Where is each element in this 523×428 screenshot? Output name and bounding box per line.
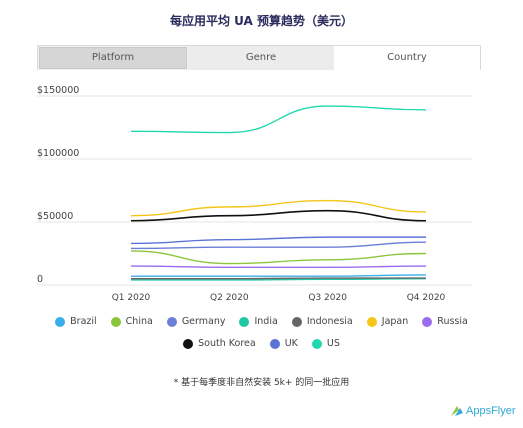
- legend-item-south-korea[interactable]: South Korea: [183, 338, 256, 349]
- series-line-japan: [130, 199, 427, 217]
- legend-label: South Korea: [198, 338, 256, 349]
- y-tick-label: $50000: [37, 211, 73, 222]
- legend-item-us[interactable]: US: [311, 338, 340, 349]
- legend-item-china[interactable]: China: [110, 316, 153, 327]
- legend-swatch: [239, 316, 250, 327]
- x-axis-labels: Q1 2020 Q2 2020 Q3 2020 Q4 2020: [112, 293, 446, 303]
- legend-swatch: [183, 338, 194, 349]
- x-tick-label: Q2 2020: [210, 293, 249, 303]
- legend-swatch: [269, 338, 280, 349]
- series-line-indonesia: [130, 277, 426, 280]
- legend-swatch: [311, 338, 322, 349]
- legend: Brazil China Germany India Indonesia Japan Rus…: [0, 316, 523, 360]
- legend-label: UK: [284, 338, 298, 349]
- legend-row-2: South Korea UK US: [0, 338, 523, 349]
- legend-item-germany[interactable]: Germany: [166, 316, 226, 327]
- legend-item-indonesia[interactable]: Indonesia: [291, 316, 353, 327]
- series-line-india: [131, 278, 427, 281]
- series-line-germany: [130, 241, 427, 250]
- legend-label: Germany: [181, 316, 226, 327]
- legend-item-japan[interactable]: Japan: [366, 316, 409, 327]
- tab-bar: Platform Genre Country: [37, 45, 481, 70]
- legend-label: Indonesia: [306, 316, 353, 327]
- legend-label: Japan: [381, 316, 409, 327]
- legend-label: Russia: [437, 316, 468, 327]
- footnote: * 基于每季度非自然安装 5k+ 的同一批应用: [173, 378, 350, 388]
- series-lines: [130, 105, 427, 281]
- legend-item-india[interactable]: India: [239, 316, 278, 327]
- y-tick-label: $100000: [37, 148, 79, 159]
- legend-swatch: [291, 316, 302, 327]
- legend-item-uk[interactable]: UK: [269, 338, 298, 349]
- y-axis-labels: 0 $50000 $100000 $150000: [37, 85, 79, 285]
- legend-label: India: [254, 316, 278, 327]
- tab-country[interactable]: Country: [334, 46, 480, 70]
- brand-name: AppsFlyer: [466, 405, 516, 417]
- series-line-brazil: [131, 274, 427, 277]
- legend-swatch: [55, 316, 66, 327]
- appsflyer-logo: AppsFlyer: [450, 404, 516, 418]
- gridlines: [37, 95, 472, 286]
- appsflyer-logo-icon: [451, 406, 463, 416]
- legend-swatch: [366, 316, 377, 327]
- legend-swatch: [422, 316, 433, 327]
- tab-genre[interactable]: Genre: [188, 46, 334, 70]
- series-line-uk: [130, 236, 426, 245]
- legend-item-russia[interactable]: Russia: [422, 316, 468, 327]
- legend-swatch: [166, 316, 177, 327]
- tab-platform[interactable]: Platform: [39, 47, 187, 69]
- legend-item-brazil[interactable]: Brazil: [55, 316, 97, 327]
- x-tick-label: Q1 2020: [112, 293, 151, 303]
- y-tick-label: $150000: [37, 85, 79, 96]
- legend-label: China: [125, 316, 153, 327]
- series-line-us: [130, 105, 427, 134]
- legend-swatch: [110, 316, 121, 327]
- chart-title: 每应用平均 UA 预算趋势（美元）: [169, 14, 354, 28]
- line-chart: 0 $50000 $100000 $150000 Q1 2020 Q2 2020 Q3 2…: [37, 85, 472, 303]
- legend-label: Brazil: [70, 316, 97, 327]
- x-tick-label: Q3 2020: [308, 293, 347, 303]
- y-tick-label: 0: [37, 274, 43, 285]
- series-line-russia: [130, 265, 427, 269]
- series-line-south-korea: [130, 209, 427, 222]
- series-line-china: [130, 250, 427, 265]
- legend-label: US: [326, 338, 340, 349]
- x-tick-label: Q4 2020: [407, 293, 446, 303]
- legend-row-1: Brazil China Germany India Indonesia Japan Rus…: [0, 316, 523, 327]
